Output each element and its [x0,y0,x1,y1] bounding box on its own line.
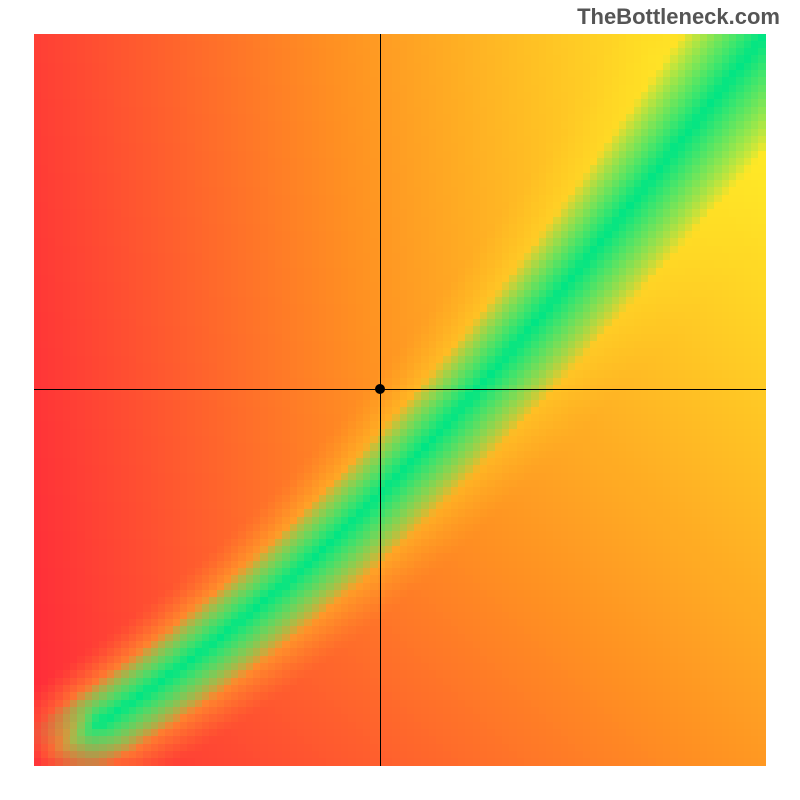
crosshair-dot [375,384,385,394]
crosshair-horizontal [34,389,766,390]
watermark-text: TheBottleneck.com [577,4,780,30]
heatmap-canvas [34,34,766,766]
crosshair-vertical [380,34,381,766]
heatmap-plot [34,34,766,766]
